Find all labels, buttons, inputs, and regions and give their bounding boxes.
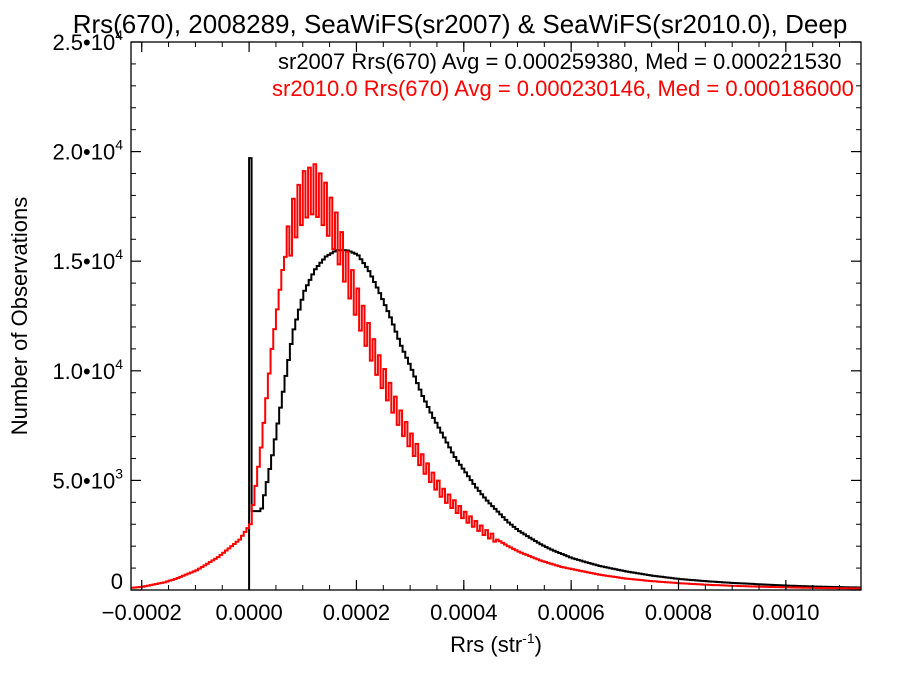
x-tick-label: 0.0002: [323, 600, 390, 625]
x-axis-label-exponent: -1: [522, 630, 535, 646]
stat-line-sr2007: sr2007 Rrs(670) Avg = 0.000259380, Med =…: [278, 49, 841, 74]
series-line-sr2007: [248, 157, 862, 590]
y-tick-label: 1.5•104: [52, 246, 123, 274]
series-sr2007: [248, 157, 862, 590]
y-tick-label: 1.0•104: [52, 356, 123, 384]
y-tick-label: 2.5•104: [52, 27, 123, 55]
y-tick-label: 0: [111, 569, 123, 594]
x-tick-label: 0.0006: [537, 600, 604, 625]
chart-title: Rrs(670), 2008289, SeaWiFS(sr2007) & Sea…: [73, 9, 848, 39]
x-tick-label: −0.0002: [102, 600, 182, 625]
labels-layer: −0.0002 0.0000 0.0002 0.0004 0.0006 0.0008 0.0…: [52, 27, 819, 625]
x-tick-label: 0.0008: [645, 600, 712, 625]
x-tick-label: 0.0010: [752, 600, 819, 625]
ticks-layer: [131, 41, 861, 591]
plot-frame: [130, 41, 862, 591]
y-axis-label: Number of Observations: [7, 197, 32, 435]
stat-line-sr2010: sr2010.0 Rrs(670) Avg = 0.000230146, Med…: [272, 76, 854, 101]
x-tick-label: 0.0000: [215, 600, 282, 625]
series-line-sr2010.0: [131, 163, 861, 590]
x-tick-label: 0.0004: [430, 600, 497, 625]
series-layer: [131, 157, 862, 590]
y-tick-label: 5.0•103: [52, 465, 123, 493]
y-tick-label: 2.0•104: [52, 137, 123, 165]
series-sr2010.0: [131, 163, 861, 590]
x-axis-label: Rrs (str-1): [450, 630, 542, 657]
